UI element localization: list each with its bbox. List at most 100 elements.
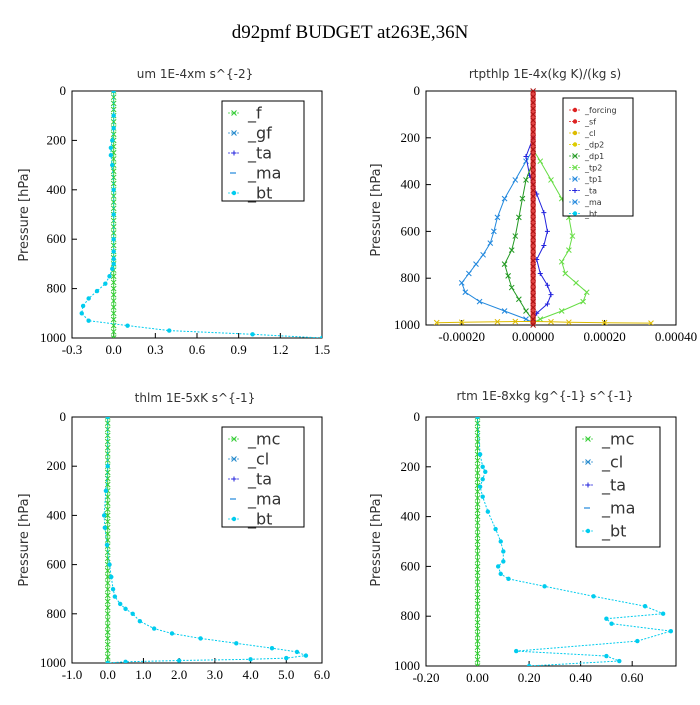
data-point-cl bbox=[601, 319, 608, 325]
panel-title: rtm 1E-8xkg kg^{-1} s^{-1} bbox=[456, 389, 633, 403]
data-point-mc bbox=[474, 544, 481, 551]
y-axis-label: Pressure [hPa] bbox=[369, 493, 384, 586]
data-point-mc bbox=[474, 426, 481, 433]
data-point-mc bbox=[104, 580, 111, 586]
data-point-bt bbox=[284, 655, 289, 661]
data-point-bt bbox=[107, 274, 112, 279]
data-point-mc bbox=[474, 656, 481, 663]
x-tick-label: 0.0 bbox=[100, 667, 116, 682]
data-point-bt bbox=[102, 525, 108, 530]
data-point-mc bbox=[474, 632, 481, 638]
data-point-f bbox=[110, 328, 117, 335]
x-tick-label: 1.5 bbox=[314, 342, 330, 357]
data-point-forcing bbox=[530, 134, 536, 141]
x-tick-label: 2.0 bbox=[171, 667, 187, 682]
data-point-bt bbox=[542, 584, 547, 589]
panel-title: um 1E-4xm s^{-2} bbox=[137, 67, 253, 81]
legend-entry-ta: _ta bbox=[247, 144, 272, 164]
data-point-forcing bbox=[530, 88, 536, 94]
data-point-f bbox=[110, 174, 117, 181]
data-point-mc bbox=[104, 567, 111, 574]
legend-entry-cl: _cl bbox=[247, 450, 269, 470]
data-point-bt bbox=[123, 659, 128, 663]
data-point-mc bbox=[104, 598, 111, 605]
data-point-mc bbox=[474, 495, 481, 501]
data-point-tp1 bbox=[512, 177, 519, 183]
data-point-bt bbox=[167, 328, 172, 333]
data-point-bt bbox=[137, 618, 143, 624]
legend-marker bbox=[572, 164, 578, 171]
legend-marker bbox=[231, 436, 237, 442]
data-point-bt bbox=[591, 594, 596, 599]
data-point-mc bbox=[104, 617, 111, 623]
data-point-forcing bbox=[530, 222, 536, 229]
data-point-tp1 bbox=[458, 280, 465, 286]
data-point-mc bbox=[104, 512, 111, 519]
plot-frame bbox=[425, 416, 677, 667]
legend-marker bbox=[572, 130, 578, 136]
x-tick-label: -0.20 bbox=[412, 670, 439, 685]
data-point-bt bbox=[176, 658, 182, 663]
panel-title: rtpthlp 1E-4x(kg K)/(kg s) bbox=[469, 67, 621, 81]
data-point-cl bbox=[512, 318, 519, 325]
data-point-mc bbox=[104, 444, 111, 451]
data-point-mc bbox=[104, 500, 111, 506]
data-point-bt bbox=[303, 653, 309, 658]
x-tick-label: 0.9 bbox=[231, 342, 247, 357]
data-point-forcing bbox=[530, 292, 536, 299]
data-point-dp1 bbox=[523, 177, 529, 183]
data-point-mc bbox=[104, 647, 111, 654]
data-point-bt bbox=[110, 266, 115, 272]
y-tick-label: 800 bbox=[401, 608, 421, 623]
data-point-bt bbox=[642, 604, 648, 609]
data-point-mc bbox=[474, 420, 481, 427]
legend-entry-sf: _sf bbox=[584, 117, 596, 126]
data-point-f bbox=[110, 205, 117, 212]
data-point-ta bbox=[537, 271, 543, 277]
y-axis-label: Pressure [hPa] bbox=[369, 163, 384, 256]
legend-marker bbox=[231, 150, 237, 156]
data-point-dp1 bbox=[508, 247, 515, 253]
data-point-forcing bbox=[530, 117, 536, 124]
legend-marker bbox=[585, 482, 591, 488]
legend-marker bbox=[572, 142, 578, 147]
legend-entry-mc: _mc bbox=[247, 430, 280, 450]
data-point-bt bbox=[604, 653, 609, 659]
data-point-ta bbox=[523, 154, 529, 160]
data-point-mc bbox=[104, 549, 111, 556]
data-point-tp1 bbox=[487, 240, 494, 246]
data-point-forcing bbox=[530, 240, 536, 246]
data-point-bt bbox=[635, 638, 640, 644]
data-point-cl bbox=[458, 319, 465, 325]
data-point-mc bbox=[104, 610, 111, 617]
data-point-f bbox=[110, 131, 117, 138]
data-point-ta bbox=[544, 282, 550, 288]
data-point-forcing bbox=[530, 205, 536, 211]
data-point-bt bbox=[130, 611, 135, 616]
data-point-forcing bbox=[530, 193, 536, 200]
x-tick-label: -1.0 bbox=[62, 667, 83, 682]
data-point-bt bbox=[79, 311, 84, 316]
data-point-cl bbox=[548, 318, 554, 325]
y-tick-label: 200 bbox=[401, 130, 421, 145]
data-point-mc bbox=[474, 439, 481, 445]
data-point-mc bbox=[474, 457, 481, 464]
data-point-dp1 bbox=[516, 214, 522, 221]
data-point-mc bbox=[474, 582, 481, 588]
panel-um: um 1E-4xm s^{-2} Pressure [hPa] 0 200 400 6… bbox=[17, 67, 330, 357]
data-point-bt bbox=[111, 113, 116, 118]
data-point-mc bbox=[104, 641, 111, 648]
data-point-cl bbox=[648, 320, 654, 325]
legend-entry-bt: _bt bbox=[247, 184, 272, 204]
data-point-mc bbox=[474, 575, 481, 582]
data-point-mc bbox=[474, 519, 481, 526]
data-point-mc bbox=[104, 604, 111, 611]
data-point-tp1 bbox=[462, 289, 469, 296]
data-point-mc bbox=[474, 613, 481, 620]
data-point-mc bbox=[474, 417, 481, 420]
legend-box bbox=[575, 426, 661, 548]
data-point-bt bbox=[526, 663, 532, 666]
data-point-forcing bbox=[530, 298, 536, 305]
data-point-mc bbox=[474, 513, 481, 520]
data-point-forcing bbox=[530, 123, 536, 129]
